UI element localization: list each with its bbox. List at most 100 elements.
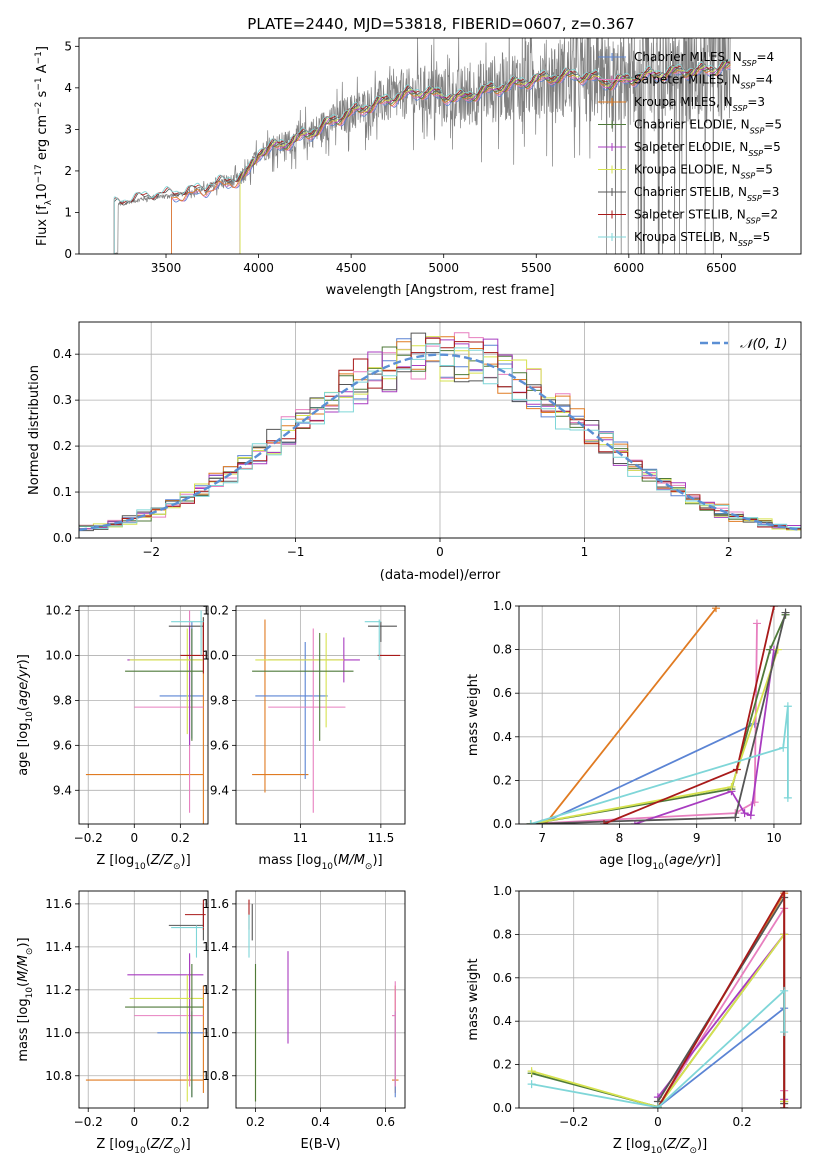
x-tick-label: 4000 xyxy=(243,261,274,275)
legend-entry: Kroupa STELIB, NSSP=5 xyxy=(634,230,770,248)
y-tick-label: 11.6 xyxy=(45,897,72,911)
mass-weight-line xyxy=(657,891,786,1108)
x-tick-label: 2 xyxy=(725,545,733,559)
legend-entry: Chabrier STELIB, NSSP=3 xyxy=(634,185,779,203)
mass-weight-marker xyxy=(779,743,788,752)
y-tick-label: 0.2 xyxy=(493,773,512,787)
axes-frame xyxy=(78,321,802,539)
y-tick-label: 10.0 xyxy=(45,648,72,662)
axes-frame xyxy=(78,37,802,255)
mass-weight-marker xyxy=(712,606,721,613)
y-tick-label: 11.4 xyxy=(202,940,229,954)
legend-entry: Kroupa ELODIE, NSSP=5 xyxy=(634,163,773,181)
y-tick-label: 0.2 xyxy=(493,1058,512,1072)
x-axis-label: Z [log10(Z/Z⊙)] xyxy=(613,1137,707,1156)
y-tick-label: 5 xyxy=(64,39,72,53)
age_vs_mass-plot-area xyxy=(252,619,401,813)
mass-weight-line xyxy=(530,612,787,824)
x-axis-label: E(B-V) xyxy=(300,1137,340,1152)
x-axis-label: Z [log10(Z/Z⊙)] xyxy=(96,1137,190,1156)
x-tick-label: 0.2 xyxy=(733,1115,752,1129)
mass-weight-marker xyxy=(746,811,755,820)
y-tick-label: 11.0 xyxy=(45,1026,72,1040)
spectrum-model-line xyxy=(113,60,731,254)
x-tick-label: 5000 xyxy=(428,261,459,275)
mass-weight-line xyxy=(530,706,789,824)
spectrum-panel: 3500 4000 4500 5000 5500 6000 6500 0 1 2 3 4 5 wavele… xyxy=(34,37,802,298)
residuals-panel: −2 −1 0 1 2 0.0 0.1 0.2 0.3 0.4 (data-model)/error… xyxy=(27,321,802,583)
x-axis-label: age [log10(age/yr)] xyxy=(599,853,721,872)
x-tick-label: 0.2 xyxy=(246,1115,265,1129)
x-tick-label: 0.2 xyxy=(171,1115,190,1129)
massweight_vs_age-plot-area xyxy=(526,606,792,824)
mass-weight-line xyxy=(530,607,717,824)
y-tick-label: 0.0 xyxy=(493,817,512,831)
x-tick-label: −0.2 xyxy=(74,1115,103,1129)
y-tick-label: 10.8 xyxy=(202,1069,229,1083)
y-axis-label: mass [log10(M/M⊙)] xyxy=(16,937,35,1061)
y-tick-label: 0.8 xyxy=(493,927,512,941)
age_vs_Z-plot-area xyxy=(85,610,206,824)
mass-weight-marker xyxy=(653,1103,662,1108)
axes-frame xyxy=(78,605,209,825)
x-tick-label: 3500 xyxy=(151,261,182,275)
x-tick-label: 6500 xyxy=(706,261,737,275)
mass-weight-marker xyxy=(769,606,778,610)
massweight_vs_age-panel: 7 8 9 10 0.0 0.2 0.4 0.6 0.8 1.0 age [log10(age/yr… xyxy=(466,599,802,872)
x-tick-label: 1 xyxy=(581,545,589,559)
massweight_vs_Z-panel: −0.2 0 0.2 0.0 0.2 0.4 0.6 0.8 1.0 Z [log10(Z/Z⊙)… xyxy=(466,884,802,1156)
normal-curve xyxy=(79,353,799,532)
x-tick-label: 7 xyxy=(538,831,546,845)
y-tick-label: 11.2 xyxy=(45,983,72,997)
x-tick-label: 5500 xyxy=(521,261,552,275)
axes-frame xyxy=(518,890,802,1109)
y-tick-label: 9.4 xyxy=(210,783,229,797)
y-tick-label: 0.4 xyxy=(493,1014,512,1028)
mass-weight-line xyxy=(531,988,786,1108)
axes-frame xyxy=(78,890,209,1109)
mass_vs_Z-panel: −0.2 0 0.2 10.8 11.0 11.2 11.4 11.6 Z [log10(Z/Z… xyxy=(16,890,209,1156)
mass-weight-marker xyxy=(599,820,608,824)
x-tick-label: 0 xyxy=(436,545,444,559)
mass-weight-marker xyxy=(780,1028,789,1037)
spectrum-model-line xyxy=(113,58,731,254)
histogram-step xyxy=(79,343,801,538)
y-tick-label: 10.2 xyxy=(202,603,229,617)
mass-weight-marker xyxy=(783,702,792,711)
mass_vs_EBV-plot-area xyxy=(248,899,399,1102)
mass-weight-marker xyxy=(780,1104,789,1108)
legend-entry: 𝒩(0, 1) xyxy=(740,337,787,352)
axes-frame xyxy=(235,605,406,825)
x-axis-label: Z [log10(Z/Z⊙)] xyxy=(96,853,190,872)
mass_vs_EBV-panel: 0.2 0.4 0.6 10.8 11.0 11.2 11.4 11.6 E(B-V) xyxy=(202,890,406,1152)
x-tick-label: 0 xyxy=(130,1115,138,1129)
age_vs_mass-panel: 11 11.5 9.4 9.6 9.8 10.0 10.2 mass [log10(M/M⊙)… xyxy=(202,603,406,872)
mass-weight-marker xyxy=(727,782,736,791)
y-tick-label: 11.6 xyxy=(202,897,229,911)
x-tick-label: 0 xyxy=(654,1115,662,1129)
mass-weight-marker xyxy=(752,619,761,628)
figure-title: PLATE=2440, MJD=53818, FIBERID=0607, z=0… xyxy=(247,15,634,33)
y-tick-label: 3 xyxy=(64,122,72,136)
y-tick-label: 9.6 xyxy=(53,738,72,752)
y-tick-label: 0 xyxy=(64,247,72,261)
y-tick-label: 0.1 xyxy=(53,485,72,499)
x-tick-label: 6000 xyxy=(614,261,645,275)
residuals-plot-area xyxy=(79,332,801,538)
y-tick-label: 10.8 xyxy=(45,1069,72,1083)
mass-weight-marker xyxy=(527,1067,536,1076)
x-tick-label: 11 xyxy=(293,831,308,845)
y-tick-label: 11.2 xyxy=(202,983,229,997)
y-axis-label: Flux [fλ10−17 erg cm−2 s−1 A−1] xyxy=(34,46,54,246)
y-tick-label: 9.8 xyxy=(53,693,72,707)
y-tick-label: 0.0 xyxy=(493,1101,512,1115)
y-tick-label: 10.2 xyxy=(45,603,72,617)
y-tick-label: 11.0 xyxy=(202,1026,229,1040)
y-axis-label: mass weight xyxy=(466,958,481,1040)
axes-frame xyxy=(235,890,406,1109)
legend-entry: Salpeter MILES, NSSP=4 xyxy=(634,73,773,91)
y-tick-label: 1.0 xyxy=(493,599,512,613)
x-axis-label: (data-model)/error xyxy=(380,568,501,583)
y-axis-label: Normed distribution xyxy=(27,365,42,495)
